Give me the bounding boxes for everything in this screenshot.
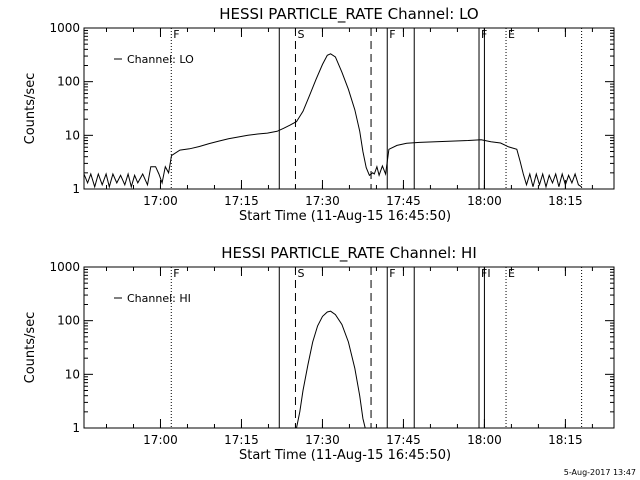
p0-x-tick-label: 18:00 [467, 194, 502, 208]
p1-event-label: F [173, 267, 179, 280]
p1-event-label: FI [481, 267, 491, 280]
p1-event-label: F [389, 267, 395, 280]
p1-y-axis-label: Counts/sec [23, 312, 38, 384]
p1-y-tick-label: 1 [72, 421, 80, 435]
p0-x-axis-label: Start Time (11-Aug-15 16:45:50) [239, 209, 451, 224]
p1-x-tick-label: 18:00 [467, 433, 502, 447]
p0-x-tick-label: 17:15 [224, 194, 259, 208]
p1-x-tick-label: 17:15 [224, 433, 259, 447]
p1-legend-text: Channel: HI [127, 292, 191, 305]
p0-event-label: E [508, 28, 515, 41]
p0-y-tick-label: 1000 [49, 21, 80, 35]
hi-channel-panel: HESSI PARTICLE_RATE Channel: HI 17:00 17:1… [23, 244, 615, 463]
p1-x-tick-label: 17:00 [143, 433, 178, 447]
p1-y-tick-label: 10 [65, 367, 80, 381]
p1-x-tick-label: 17:30 [305, 433, 340, 447]
p0-y-axis-label: Counts/sec [23, 73, 38, 145]
p0-y-tick-label: 10 [65, 128, 80, 142]
p0-event-label: S [297, 28, 304, 41]
p0-series-line [83, 53, 582, 189]
p1-series-line [296, 310, 366, 429]
p0-legend-text: Channel: LO [127, 53, 194, 66]
p0-y-tick-label: 100 [57, 75, 80, 89]
p1-x-axis-label: Start Time (11-Aug-15 16:45:50) [239, 448, 451, 463]
lo-channel-panel: HESSI PARTICLE_RATE Channel: LO 17:00 17:1… [23, 5, 615, 224]
p0-event-label: F [173, 28, 179, 41]
p0-event-label: F [389, 28, 395, 41]
p1-y-tick-label: 1000 [49, 260, 80, 274]
p0-x-tick-label: 17:00 [143, 194, 178, 208]
p1-event-label: S [297, 267, 304, 280]
p0-chart-title: HESSI PARTICLE_RATE Channel: LO [219, 5, 478, 24]
p0-x-tick-label: 17:30 [305, 194, 340, 208]
p1-chart-title: HESSI PARTICLE_RATE Channel: HI [221, 244, 477, 263]
p0-x-tick-label: 18:15 [548, 194, 583, 208]
p1-x-tick-label: 18:15 [548, 433, 583, 447]
p1-y-tick-label: 100 [57, 314, 80, 328]
footer-timestamp: 5-Aug-2017 13:47 [564, 468, 636, 477]
p1-event-label: E [508, 267, 515, 280]
p1-x-tick-label: 17:45 [386, 433, 421, 447]
p0-x-tick-label: 17:45 [386, 194, 421, 208]
p0-y-tick-label: 1 [72, 182, 80, 196]
